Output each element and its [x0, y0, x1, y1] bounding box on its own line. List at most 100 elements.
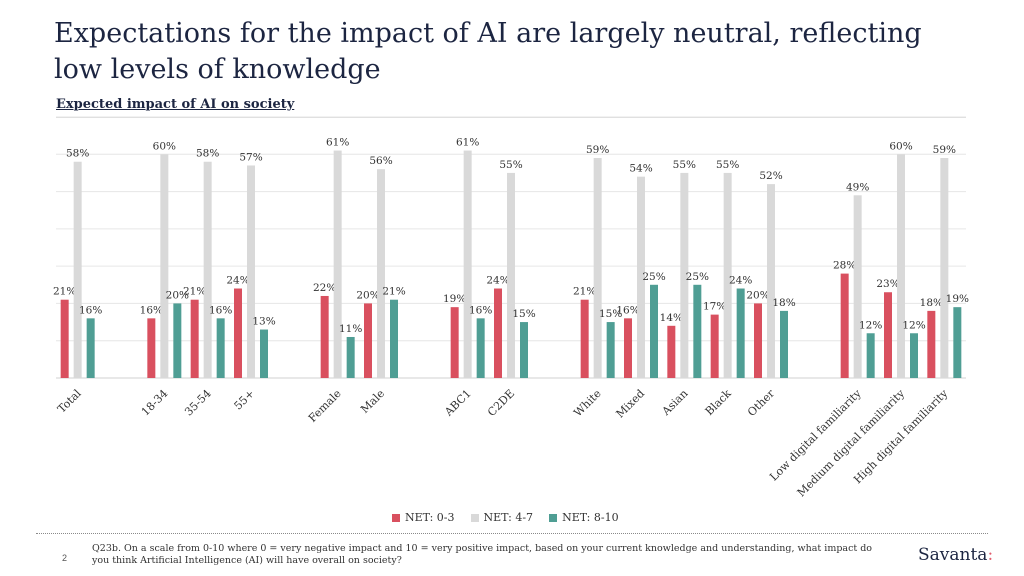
data-label-positive: 13%: [252, 316, 275, 328]
bar-negative: [840, 273, 849, 378]
bar-negative: [147, 318, 156, 378]
bar-positive: [216, 318, 225, 378]
bar-negative: [60, 299, 69, 378]
data-label-positive: 12%: [859, 319, 882, 331]
category-label: 55+: [232, 387, 258, 413]
category-label: Other: [745, 386, 778, 419]
data-label-positive: 21%: [382, 286, 405, 298]
brand-mark: :: [987, 545, 994, 565]
legend-label-negative: NET: 0-3: [405, 511, 455, 524]
bar-negative: [927, 310, 936, 378]
data-label-neutral: 56%: [369, 155, 392, 167]
bar-positive: [606, 322, 615, 378]
legend-swatch-positive: [549, 513, 558, 522]
data-label-positive: 15%: [599, 308, 622, 320]
category-label: White: [571, 387, 603, 419]
bar-negative: [754, 303, 762, 378]
bar-positive: [173, 303, 182, 378]
data-label-positive: 25%: [686, 271, 709, 283]
bar-positive: [953, 307, 962, 378]
data-label-neutral: 55%: [499, 159, 522, 171]
bar-positive: [866, 333, 875, 378]
bar-positive: [910, 333, 918, 378]
data-label-positive: 12%: [902, 319, 925, 331]
legend-label-neutral: NET: 4-7: [483, 511, 534, 524]
category-label: Total: [55, 387, 84, 416]
bar-neutral: [897, 154, 905, 378]
bar-neutral: [160, 154, 169, 378]
data-label-negative: 24%: [226, 275, 249, 287]
legend-item-positive: NET: 8-10: [549, 511, 619, 524]
legend-swatch-negative: [392, 513, 400, 522]
data-label-positive: 24%: [729, 275, 752, 287]
data-label-positive: 16%: [79, 304, 102, 316]
data-label-negative: 16%: [616, 304, 639, 316]
data-label-positive: 15%: [512, 308, 535, 320]
category-label: Female: [306, 387, 344, 425]
data-label-negative: 20%: [356, 289, 379, 301]
bar-negative: [190, 299, 199, 378]
question-footnote: Q23b. On a scale from 0-10 where 0 = ver…: [92, 543, 873, 566]
data-label-negative: 23%: [876, 278, 899, 290]
bar-positive: [520, 322, 528, 378]
data-label-negative: 22%: [313, 282, 336, 294]
bar-positive: [736, 288, 745, 378]
bar-negative: [234, 288, 242, 378]
category-label: ABC1: [442, 387, 474, 419]
data-label-neutral: 54%: [629, 163, 652, 175]
data-label-negative: 20%: [746, 289, 769, 301]
page-title: Expectations for the impact of AI are la…: [54, 18, 922, 85]
bar-neutral: [247, 165, 255, 378]
bar-positive: [346, 336, 355, 378]
legend-item-negative: NET: 0-3: [392, 511, 455, 524]
legend-swatch-neutral: [470, 513, 479, 522]
data-label-positive: 19%: [946, 293, 969, 305]
bar-neutral: [940, 158, 949, 378]
footer-divider: [36, 533, 988, 534]
bar-neutral: [377, 169, 385, 378]
data-label-neutral: 60%: [153, 140, 176, 152]
data-label-neutral: 60%: [889, 140, 912, 152]
data-label-positive: 16%: [209, 304, 232, 316]
data-label-neutral: 58%: [66, 148, 89, 160]
bar-negative: [624, 318, 632, 378]
bar-neutral: [203, 161, 212, 378]
data-label-negative: 19%: [443, 293, 466, 305]
data-label-negative: 21%: [53, 286, 76, 298]
bar-neutral: [593, 158, 602, 378]
bar-negative: [450, 307, 459, 378]
data-label-negative: 18%: [920, 297, 943, 309]
data-label-neutral: 52%: [759, 170, 782, 182]
bar-positive: [390, 299, 398, 378]
category-label: Mixed: [614, 387, 648, 421]
bar-neutral: [723, 172, 732, 378]
data-label-positive: 20%: [166, 289, 189, 301]
bar-negative: [320, 295, 329, 378]
data-label-negative: 16%: [140, 304, 163, 316]
category-label: C2DE: [485, 387, 517, 419]
bar-negative: [580, 299, 589, 378]
category-label: Asian: [659, 387, 691, 419]
data-label-neutral: 61%: [456, 137, 479, 149]
data-label-positive: 16%: [469, 304, 492, 316]
bar-positive: [86, 318, 95, 378]
bar-positive: [260, 329, 268, 378]
bar-neutral: [853, 195, 862, 378]
data-label-negative: 21%: [573, 286, 596, 298]
data-label-neutral: 59%: [933, 144, 956, 156]
bar-negative: [494, 288, 502, 378]
bar-neutral: [637, 176, 645, 378]
bar-neutral: [767, 184, 775, 378]
category-label: 35-54: [182, 387, 214, 419]
bar-neutral: [463, 150, 472, 378]
data-label-negative: 28%: [833, 260, 856, 272]
bar-negative: [884, 292, 892, 378]
chart-subtitle: Expected impact of AI on society: [56, 97, 295, 112]
category-label: Male: [358, 387, 387, 416]
data-label-neutral: 58%: [196, 148, 219, 160]
data-label-negative: 24%: [486, 275, 509, 287]
bar-negative: [364, 303, 372, 378]
legend-item-neutral: NET: 4-7: [470, 511, 534, 524]
data-label-positive: 25%: [642, 271, 665, 283]
